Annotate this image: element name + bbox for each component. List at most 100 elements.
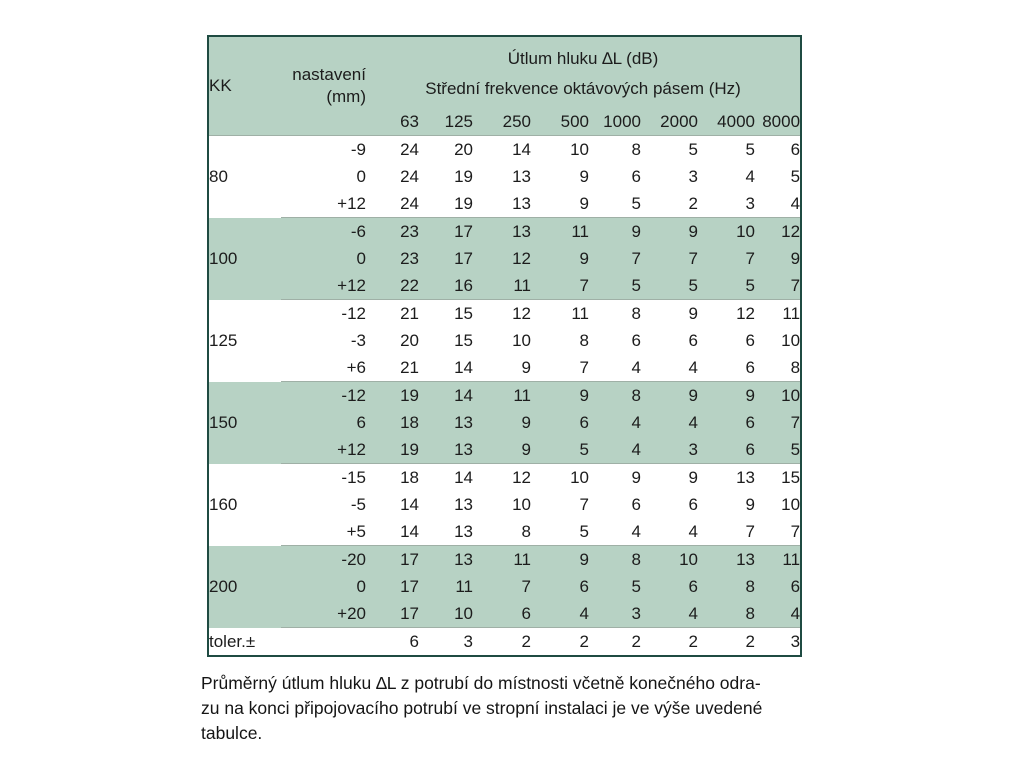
- attenuation-value: 16: [419, 272, 473, 300]
- caption-line: Průměrný útlum hluku ∆L z potrubí do mís…: [201, 673, 761, 693]
- data-row: 0 17 11 7 6 5 6 8 6: [208, 573, 802, 600]
- attenuation-value: 4: [641, 600, 698, 628]
- attenuation-value: 10: [755, 381, 802, 409]
- attenuation-value: 3: [589, 600, 641, 628]
- attenuation-value: 7: [755, 409, 802, 436]
- attenuation-value: 11: [782, 303, 801, 323]
- attenuation-value: 12: [512, 467, 531, 487]
- tolerance-row: toler.± 6 3 2 2 2 2 2 3: [208, 628, 801, 657]
- data-row: -5 14 13 10 7 6 6 9 10: [208, 491, 801, 518]
- attenuation-value: 8: [755, 354, 802, 382]
- nastaveni-value: -9: [350, 139, 366, 159]
- attenuation-value: 4: [589, 518, 641, 546]
- data-row: +5 14 13 8 5 4 4 7 7: [208, 518, 802, 546]
- attenuation-value: 10: [512, 330, 531, 350]
- tolerance-value: 2: [521, 631, 531, 651]
- tolerance-value: 2: [579, 631, 589, 651]
- kk-value: 80: [209, 166, 228, 186]
- attenuation-value: 8: [698, 573, 755, 600]
- attenuation-value: 10: [419, 600, 473, 628]
- attenuation-value: 15: [454, 330, 473, 350]
- attenuation-value: 17: [419, 245, 473, 272]
- tolerance-value: 2: [631, 631, 641, 651]
- attenuation-value: 11: [473, 381, 531, 409]
- attenuation-value: 3: [698, 190, 755, 218]
- attenuation-value: 9: [745, 494, 755, 514]
- data-row: 80 -9 24 20 14 10 8 5 5 6: [208, 136, 801, 186]
- attenuation-value: 13: [698, 545, 755, 573]
- data-row: 6 18 13 9 6 4 4 6 7: [208, 409, 802, 436]
- attenuation-value: 9: [641, 217, 698, 245]
- kk-column-header: KK: [208, 36, 281, 136]
- attenuation-value: 9: [698, 381, 755, 409]
- data-row: +12 22 16 11 7 5 5 5 7: [208, 272, 802, 300]
- attenuation-value: 7: [579, 494, 589, 514]
- attenuation-value: 13: [419, 409, 473, 436]
- attenuation-value: 19: [366, 381, 419, 409]
- attenuation-value: 9: [641, 381, 698, 409]
- attenuation-value: 5: [531, 518, 589, 546]
- attenuation-value: 4: [641, 518, 698, 546]
- attenuation-value: 13: [419, 436, 473, 464]
- nastaveni-value: 0: [281, 245, 366, 272]
- attenuation-value: 4: [641, 409, 698, 436]
- attenuation-value: 12: [473, 245, 531, 272]
- caption-line: zu na konci připojovacího potrubí ve str…: [201, 698, 763, 718]
- caption-line: tabulce.: [201, 723, 263, 743]
- attenuation-value: 5: [531, 436, 589, 464]
- nastaveni-value: -5: [350, 494, 366, 514]
- attenuation-value: 6: [688, 330, 698, 350]
- attenuation-value: 5: [790, 166, 801, 186]
- attenuation-value: 13: [419, 518, 473, 546]
- attenuation-value: 23: [366, 245, 419, 272]
- tolerance-value: 2: [688, 631, 698, 651]
- attenuation-value: 13: [454, 494, 473, 514]
- table-body: 80 -9 24 20 14 10 8 5 5 6 0 24 19 13 9 6 3 4 5 +12 24 19 13 9 5 2…: [208, 136, 802, 657]
- attenuation-value: 17: [366, 600, 419, 628]
- attenuation-value: 19: [366, 436, 419, 464]
- attenuation-value: 11: [755, 545, 802, 573]
- attenuation-value: 10: [570, 139, 589, 159]
- attenuation-value: 17: [366, 573, 419, 600]
- attenuation-value: 10: [781, 330, 801, 350]
- attenuation-value: 4: [589, 354, 641, 382]
- nastaveni-header-line2: (mm): [326, 87, 366, 106]
- attenuation-value: 4: [755, 600, 802, 628]
- attenuation-value: 6: [745, 330, 755, 350]
- nastaveni-value: -12: [341, 303, 366, 323]
- attenuation-value: 5: [641, 272, 698, 300]
- attenuation-value: 8: [579, 330, 589, 350]
- attenuation-value: 10: [781, 494, 801, 514]
- caption: Průměrný útlum hluku ∆L z potrubí do mís…: [201, 671, 762, 746]
- attenuation-value: 11: [419, 573, 473, 600]
- nastaveni-value: 0: [356, 166, 366, 186]
- attenuation-value: 9: [589, 217, 641, 245]
- attenuation-value: 24: [366, 190, 419, 218]
- attenuation-value: 3: [641, 436, 698, 464]
- attenuation-value: 19: [419, 190, 473, 218]
- attenuation-value: 5: [589, 190, 641, 218]
- attenuation-value: 6: [755, 573, 802, 600]
- tolerance-value: 3: [463, 631, 473, 651]
- data-row: 100 -6 23 17 13 11 9 9 10 12: [208, 217, 802, 300]
- kk-value: 100: [208, 217, 281, 300]
- attenuation-value: 4: [531, 600, 589, 628]
- attenuation-value: 23: [366, 217, 419, 245]
- nastaveni-value: +20: [281, 600, 366, 628]
- attenuation-value: 9: [473, 354, 531, 382]
- attenuation-value: 4: [755, 190, 802, 218]
- nastaveni-header-line1: nastavení: [292, 65, 366, 84]
- table-subtitle: Střední frekvence oktávových pásem (Hz): [366, 69, 802, 109]
- frequency-header: 63: [366, 109, 419, 136]
- data-row: +20 17 10 6 4 3 4 8 4: [208, 600, 802, 628]
- attenuation-table: KK nastavení (mm) Útlum hluku ∆L (dB) St…: [207, 35, 803, 657]
- attenuation-value: 17: [366, 545, 419, 573]
- tolerance-value: 3: [790, 631, 801, 651]
- header-row-title: KK nastavení (mm) Útlum hluku ∆L (dB): [208, 36, 802, 136]
- attenuation-value: 9: [631, 467, 641, 487]
- attenuation-value: 7: [589, 245, 641, 272]
- attenuation-value: 8: [698, 600, 755, 628]
- attenuation-value: 14: [419, 354, 473, 382]
- data-row: 200 -20 17 13 11 9 8 10 13 11: [208, 545, 802, 628]
- data-row: 0 24 19 13 9 6 3 4 5: [208, 163, 801, 190]
